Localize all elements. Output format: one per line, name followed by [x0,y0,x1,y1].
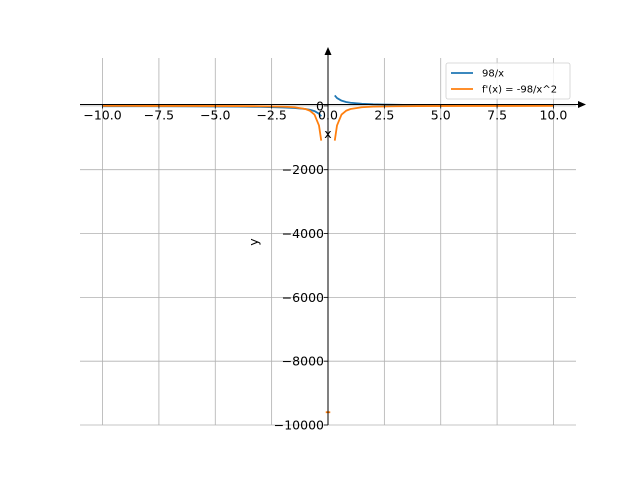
x-tick-label: −5.0 [200,108,230,123]
y-tick-label: −10000 [274,418,324,433]
legend-frame [445,62,571,100]
x-tick-label: −7.5 [144,108,174,123]
y-axis-label: y [246,238,261,246]
x-tick-label: 5.0 [431,108,451,123]
y-tick-label: 0 [316,98,324,113]
ticks: −10.0 −7.5 −5.0 −2.5 0.0 2.5 5.0 7.5 10.0 0 −2000 −… [83,98,567,432]
axes [80,47,586,425]
y-tick-label: −2000 [282,162,324,177]
y-tick-label: −6000 [282,290,324,305]
y-tick-label: −4000 [282,226,324,241]
x-tick-label: 2.5 [374,108,394,123]
x-axis-arrow [578,101,586,108]
y-tick-label: −8000 [282,354,324,369]
series-line-1-0 [102,105,323,141]
x-tick-label: 0.0 [318,108,338,123]
x-tick-label: −10.0 [83,108,121,123]
legend: 98/x f'(x) = -98/x^2 [445,62,571,100]
y-axis-arrow [324,47,332,55]
series-line-1-1 [333,105,554,141]
x-tick-label: 10.0 [540,108,568,123]
legend-entry-1: f'(x) = -98/x^2 [482,85,557,96]
x-tick-label: 7.5 [487,108,507,123]
legend-entry-0: 98/x [482,69,504,80]
x-axis-label: x [324,126,331,141]
x-tick-label: −2.5 [256,108,286,123]
